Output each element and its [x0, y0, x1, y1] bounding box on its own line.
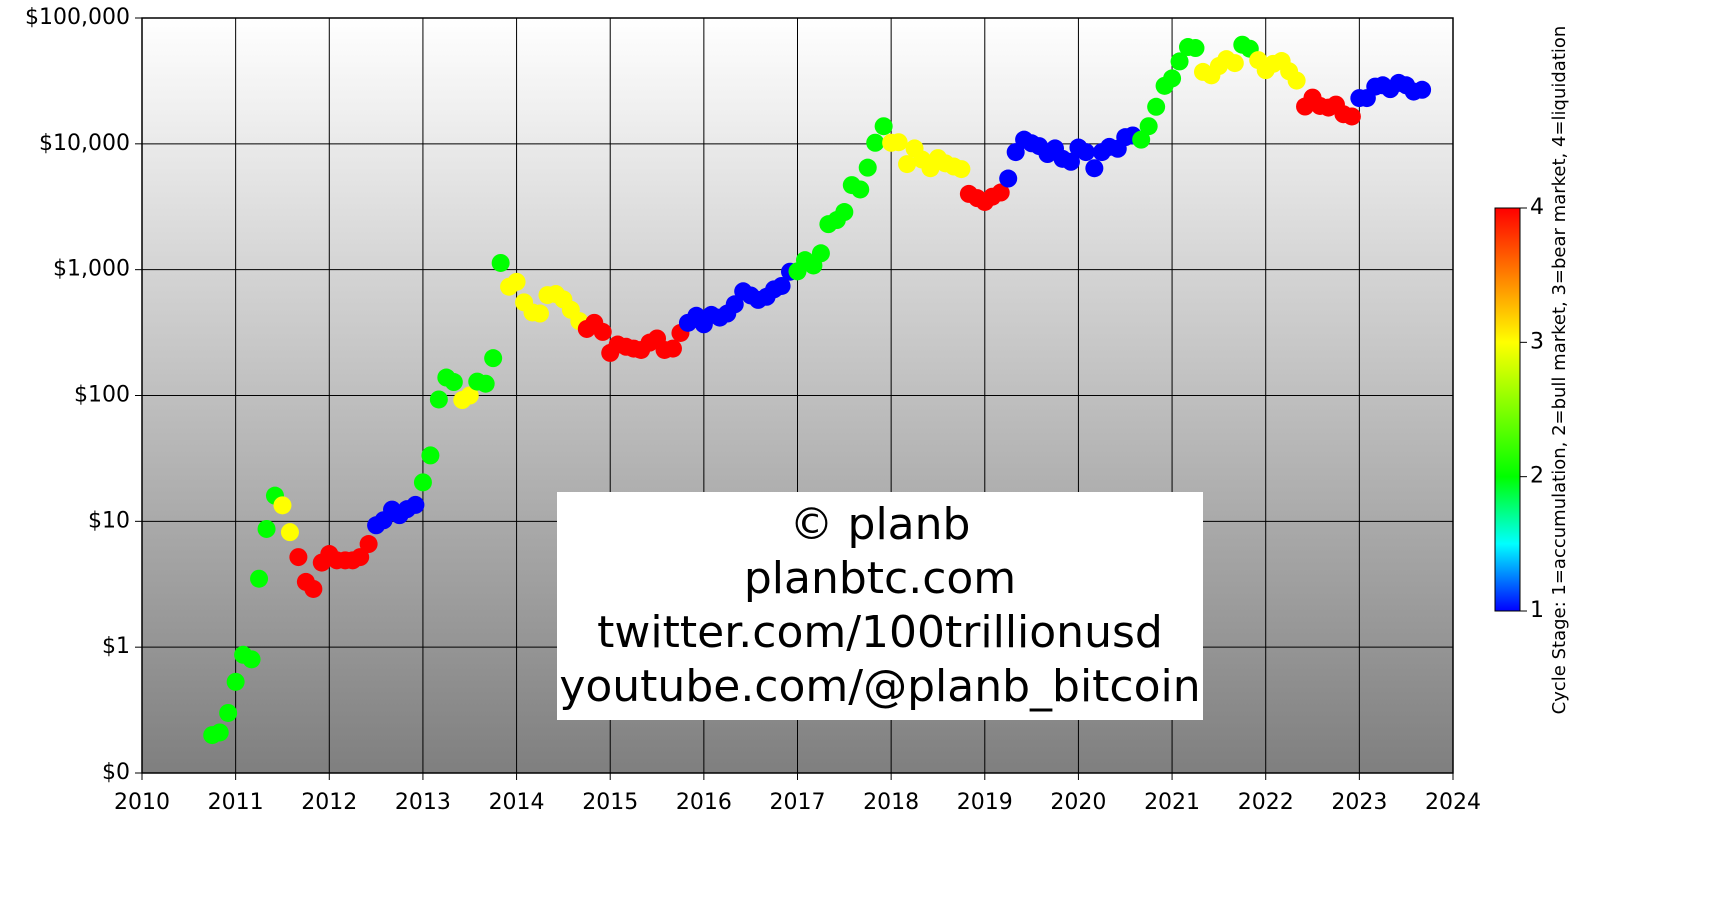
data-point — [851, 180, 870, 199]
x-tick-label: 2013 — [395, 790, 451, 815]
y-tick-label: $100 — [74, 383, 130, 408]
data-point — [898, 155, 917, 174]
data-point — [484, 349, 503, 368]
x-tick-label: 2012 — [301, 790, 357, 815]
data-point — [663, 339, 682, 358]
data-point — [359, 535, 378, 554]
data-point — [444, 373, 463, 392]
data-point — [1139, 117, 1158, 136]
data-point — [1163, 69, 1182, 88]
y-tick-label: $1 — [102, 634, 130, 659]
x-tick-label: 2014 — [489, 790, 545, 815]
x-tick-label: 2017 — [770, 790, 826, 815]
data-point — [280, 523, 299, 542]
data-point — [1076, 143, 1095, 162]
data-point — [219, 703, 238, 722]
data-point — [242, 650, 261, 669]
data-point — [476, 374, 495, 393]
data-point — [1287, 71, 1306, 90]
x-tick-label: 2011 — [208, 790, 264, 815]
data-point — [289, 548, 308, 567]
colorbar-label: Cycle Stage: 1=accumulation, 2=bull mark… — [1549, 26, 1570, 715]
data-point — [1147, 97, 1166, 116]
data-point — [460, 386, 479, 405]
x-tick-label: 2020 — [1050, 790, 1106, 815]
data-point — [413, 473, 432, 492]
data-point — [257, 519, 276, 538]
data-point — [835, 203, 854, 222]
x-tick-label: 2021 — [1144, 790, 1200, 815]
data-point — [772, 276, 791, 295]
data-point — [889, 133, 908, 152]
data-point — [1170, 52, 1189, 71]
data-point — [226, 672, 245, 691]
data-point — [866, 133, 885, 152]
data-point — [250, 569, 269, 588]
colorbar — [1494, 207, 1521, 612]
data-point — [351, 548, 370, 567]
annotation-line: © planb — [790, 499, 971, 550]
data-point — [1413, 80, 1432, 99]
x-tick-label: 2022 — [1238, 790, 1294, 815]
colorbar-tick-label: 3 — [1530, 329, 1544, 354]
data-point — [210, 723, 229, 742]
y-tick-label: $0 — [102, 760, 130, 785]
colorbar-tick-label: 1 — [1530, 598, 1544, 623]
x-tick-label: 2018 — [863, 790, 919, 815]
data-point — [725, 295, 744, 314]
data-point — [421, 446, 440, 465]
data-point — [1225, 54, 1244, 73]
data-point — [1085, 159, 1104, 178]
y-tick-label: $10,000 — [39, 131, 130, 156]
data-point — [1061, 152, 1080, 171]
colorbar-tick-label: 4 — [1530, 195, 1544, 220]
x-tick-label: 2016 — [676, 790, 732, 815]
annotation-line: youtube.com/@planb_bitcoin — [559, 661, 1200, 712]
data-point — [507, 272, 526, 291]
data-point — [1132, 130, 1151, 149]
x-tick-label: 2019 — [957, 790, 1013, 815]
y-tick-label: $10 — [88, 508, 130, 533]
x-tick-label: 2023 — [1331, 790, 1387, 815]
data-point — [991, 183, 1010, 202]
data-point — [874, 117, 893, 136]
annotation-line: twitter.com/100trillionusd — [597, 607, 1163, 658]
x-tick-label: 2015 — [582, 790, 638, 815]
data-point — [593, 322, 612, 341]
data-point — [429, 390, 448, 409]
data-point — [1342, 107, 1361, 126]
data-point — [1186, 39, 1205, 58]
data-point — [530, 304, 549, 323]
data-point — [952, 160, 971, 179]
x-tick-label: 2010 — [114, 790, 170, 815]
annotation-line: planbtc.com — [744, 553, 1016, 604]
y-tick-label: $100,000 — [25, 5, 130, 30]
data-point — [491, 253, 510, 272]
colorbar-tick-label: 2 — [1530, 464, 1544, 489]
y-tick-label: $1,000 — [53, 257, 130, 282]
data-point — [999, 169, 1018, 188]
annotation-box — [557, 492, 1203, 720]
data-point — [858, 158, 877, 177]
data-point — [406, 495, 425, 514]
data-point — [273, 496, 292, 515]
data-point — [811, 244, 830, 263]
x-tick-label: 2024 — [1425, 790, 1481, 815]
data-point — [304, 579, 323, 598]
